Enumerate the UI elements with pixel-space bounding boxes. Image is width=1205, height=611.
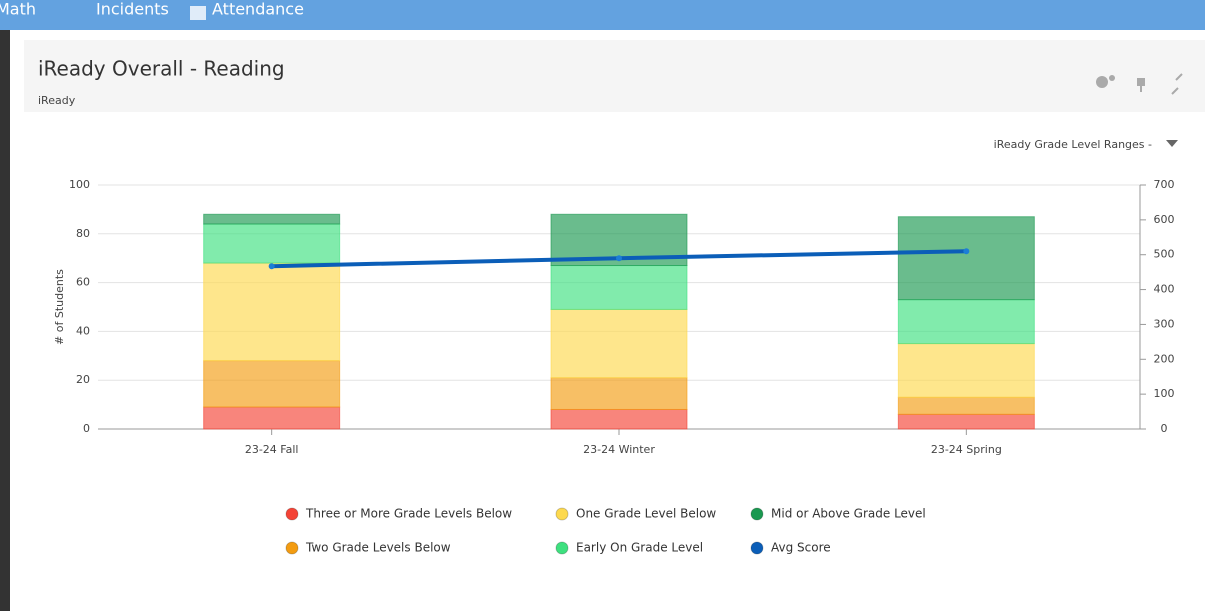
legend-marker — [555, 541, 569, 555]
bar-segment — [897, 343, 1035, 398]
nav-item[interactable]: Incidents — [96, 0, 169, 19]
legend-label[interactable]: Early On Grade Level — [576, 541, 703, 555]
line-marker — [963, 248, 970, 255]
legend-label[interactable]: Mid or Above Grade Level — [771, 507, 926, 521]
panel-subtitle: iReady — [38, 94, 76, 107]
legend-label[interactable]: One Grade Level Below — [576, 507, 716, 521]
line-marker — [616, 255, 622, 262]
panel-icons — [1096, 73, 1183, 95]
nav-icon — [190, 6, 206, 20]
bar-segment — [550, 308, 688, 379]
x-tick-label: 23-24 Fall — [245, 443, 299, 456]
bar-segment — [897, 216, 1035, 301]
pin-icon[interactable] — [1137, 78, 1145, 86]
x-tick-label: 23-24 Spring — [931, 443, 1002, 456]
nav-bar — [0, 0, 1205, 30]
dropdown-label[interactable]: iReady Grade Level Ranges - — [994, 138, 1152, 151]
x-tick-label: 23-24 Winter — [583, 443, 655, 456]
bar-segment — [203, 262, 341, 362]
y2-tick-label: 500 — [1154, 248, 1175, 261]
bar-segment — [550, 408, 688, 430]
pin-needle — [1140, 86, 1142, 92]
bar-segment — [203, 213, 341, 225]
settings-icon-small — [1109, 75, 1115, 81]
dropdown-arrow[interactable] — [1166, 140, 1178, 147]
panel-header — [24, 40, 1205, 112]
y2-tick-label: 300 — [1154, 317, 1175, 330]
bar-segment — [897, 413, 1035, 430]
nav-item[interactable]: Attendance — [212, 0, 304, 19]
legend-marker — [750, 541, 764, 555]
legend-label[interactable]: Two Grade Levels Below — [305, 541, 451, 555]
legend-marker — [285, 541, 299, 555]
bar-segment — [203, 223, 341, 264]
legend-label[interactable]: Avg Score — [771, 541, 831, 555]
y-axis-label: # of Students — [53, 269, 66, 345]
bar-segment — [203, 360, 341, 408]
y2-tick-label: 700 — [1154, 178, 1175, 191]
y-tick-label: 20 — [76, 373, 90, 386]
expand-icon[interactable] — [1171, 73, 1183, 95]
y-tick-label: 80 — [76, 227, 90, 240]
settings-icon[interactable] — [1096, 76, 1108, 88]
bar-segment — [550, 377, 688, 410]
legend-marker — [285, 507, 299, 521]
y2-tick-label: 0 — [1161, 422, 1168, 435]
line-marker — [268, 263, 275, 270]
y-tick-label: 40 — [76, 324, 90, 337]
legend-marker — [750, 507, 764, 521]
y-tick-label: 60 — [76, 276, 90, 289]
bar-segment — [550, 265, 688, 310]
bar-segment — [897, 299, 1035, 345]
side-strip — [0, 30, 10, 611]
y2-tick-label: 600 — [1154, 213, 1175, 226]
panel-title: iReady Overall - Reading — [38, 57, 285, 81]
legend-marker — [555, 507, 569, 521]
y-tick-label: 100 — [69, 178, 90, 191]
legend-label[interactable]: Three or More Grade Levels Below — [305, 507, 512, 521]
nav-item[interactable]: Math — [0, 0, 36, 19]
y2-tick-label: 400 — [1154, 283, 1175, 296]
y2-tick-label: 200 — [1154, 352, 1175, 365]
bar-segment — [897, 396, 1035, 415]
bar-segment — [203, 406, 341, 430]
y2-tick-label: 100 — [1154, 387, 1175, 400]
y-tick-label: 0 — [83, 422, 90, 435]
